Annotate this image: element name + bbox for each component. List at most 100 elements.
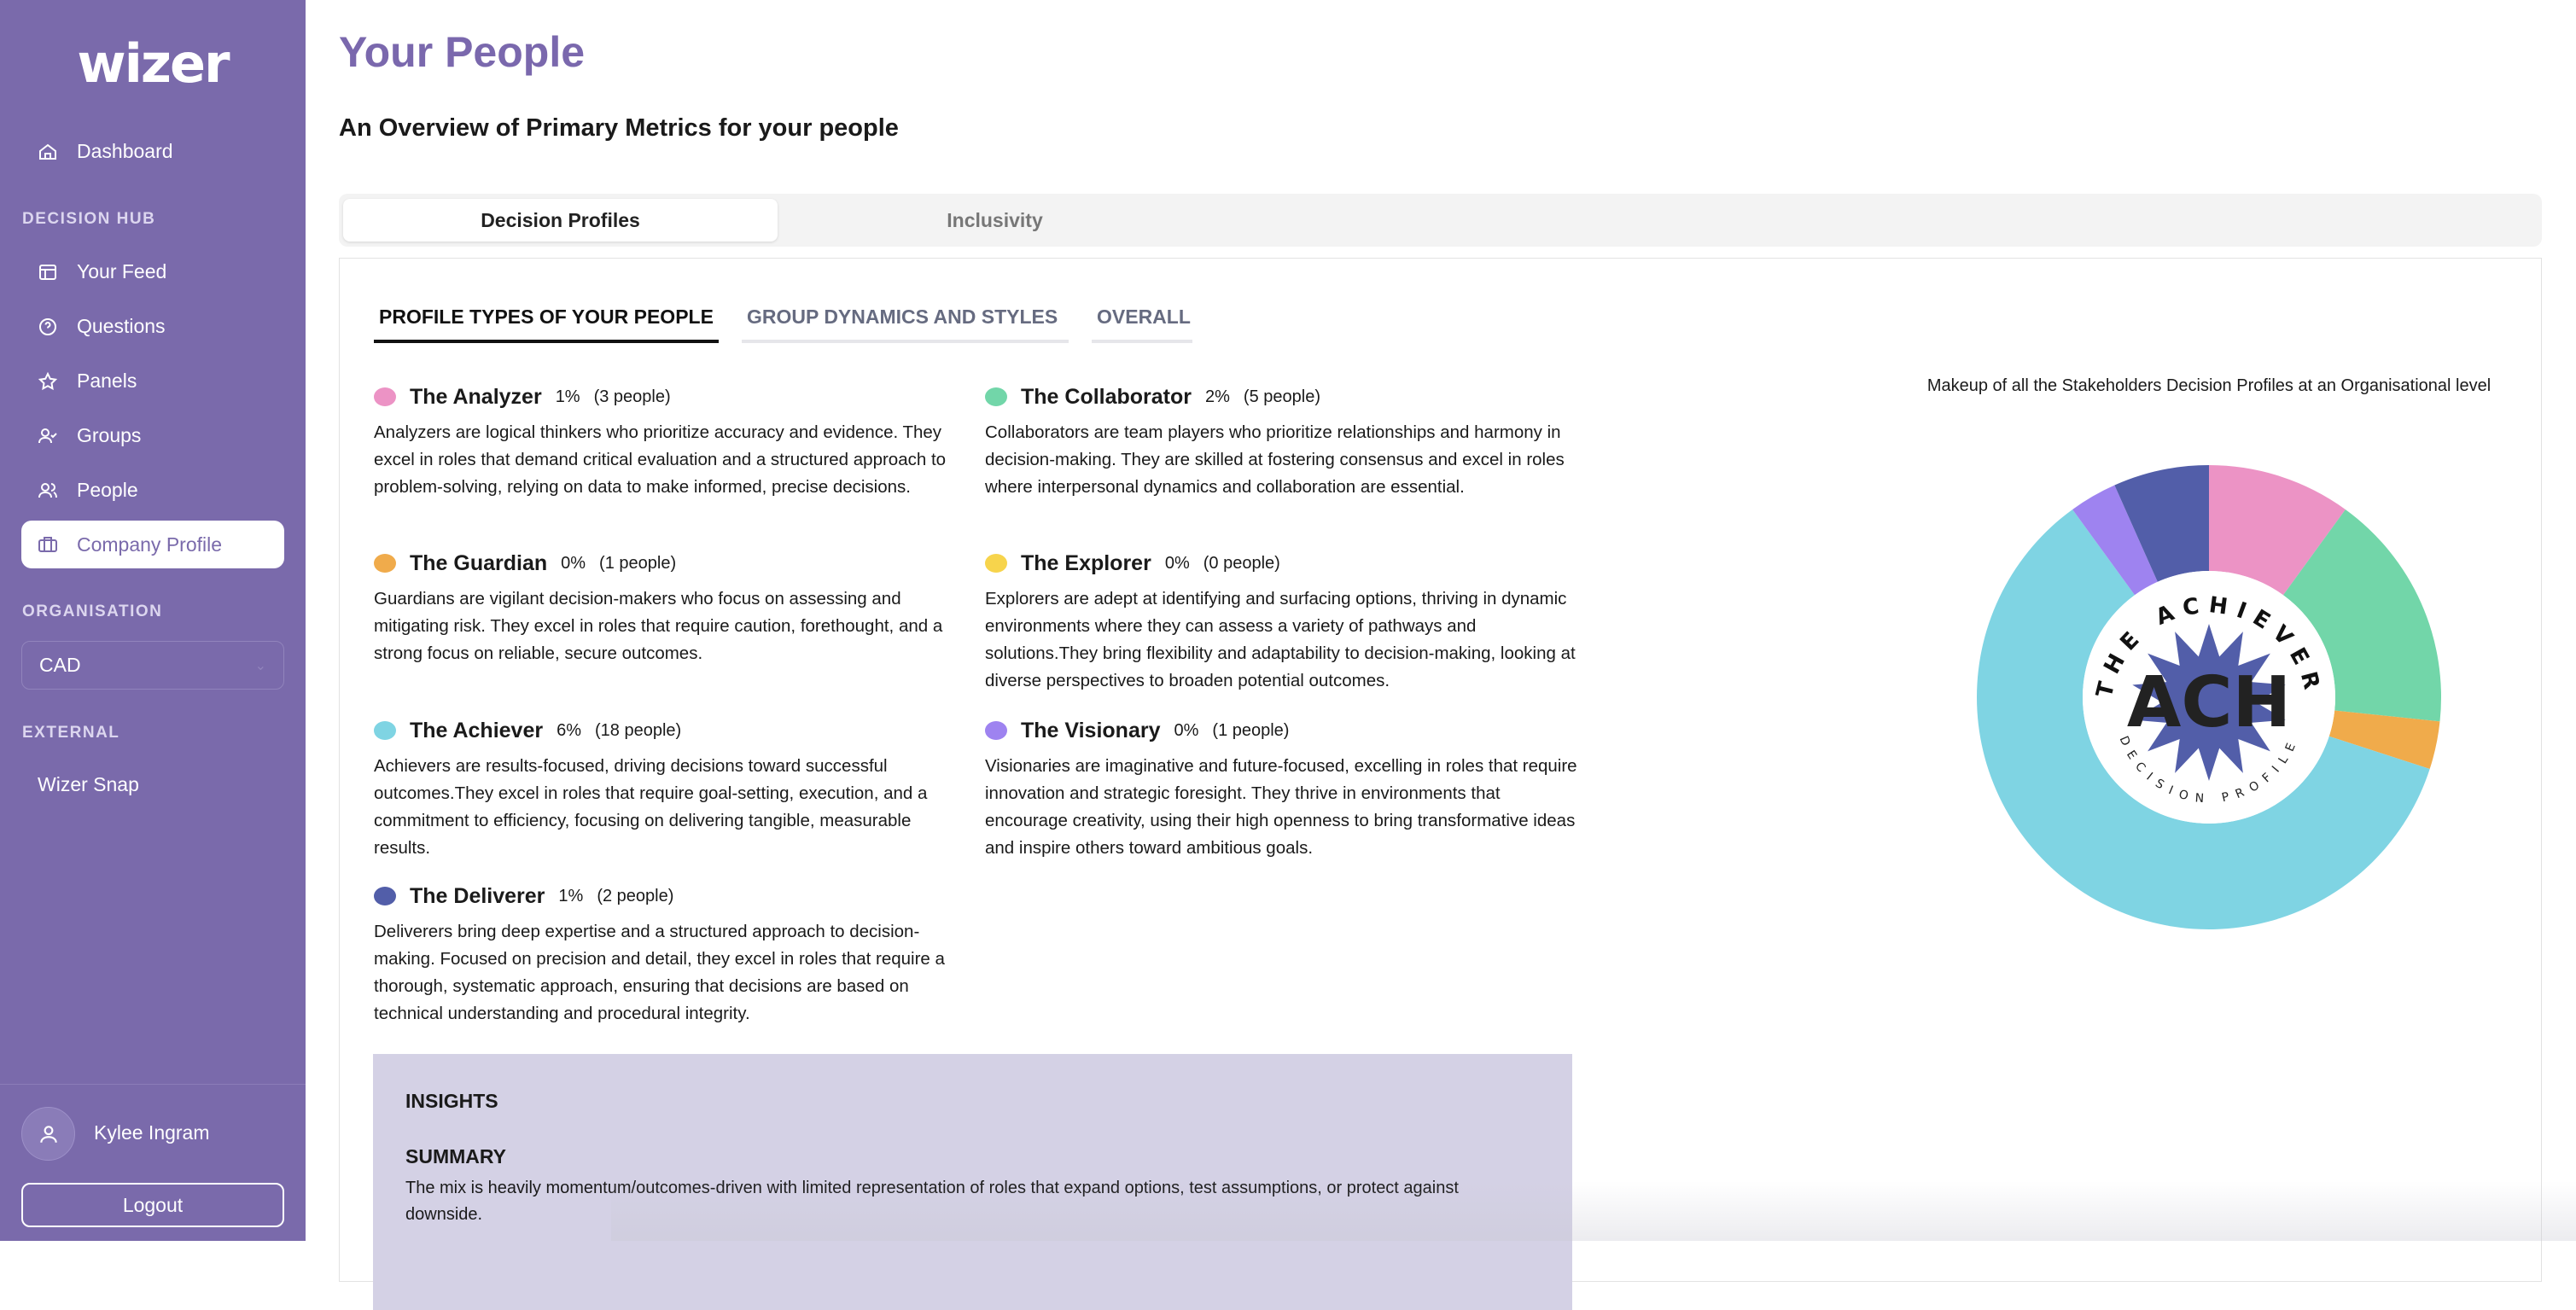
profile-name: The Guardian bbox=[410, 550, 548, 575]
tab-bar: Decision Profiles Inclusivity bbox=[339, 194, 2542, 247]
sidebar-item-label: Company Profile bbox=[77, 533, 223, 556]
profile-the-explorer: The Explorer 0% (0 people) Explorers are… bbox=[985, 550, 1582, 695]
question-icon bbox=[39, 317, 56, 335]
profile-percent: 1% bbox=[555, 387, 580, 406]
sidebar: wizer Dashboard DECISION HUB Your Feed Q… bbox=[0, 0, 306, 1241]
profile-percent: 0% bbox=[561, 553, 586, 573]
insights-heading: INSIGHTS bbox=[405, 1090, 498, 1112]
donut-slice-the-analyzer[interactable] bbox=[2209, 465, 2346, 596]
sidebar-item-dashboard[interactable]: Dashboard bbox=[38, 140, 173, 163]
donut-slice-the-guardian[interactable] bbox=[2328, 710, 2440, 770]
sidebar-item-company-profile[interactable]: Company Profile bbox=[21, 521, 284, 568]
sidebar-item-label: People bbox=[77, 479, 138, 501]
sidebar-item-your-feed[interactable]: Your Feed bbox=[38, 260, 166, 283]
profile-the-collaborator: The Collaborator 2% (5 people) Collabora… bbox=[985, 383, 1582, 501]
profile-name: The Analyzer bbox=[410, 384, 542, 409]
page-title: Your People bbox=[339, 28, 586, 76]
sidebar-item-label: Questions bbox=[77, 315, 166, 337]
briefcase-icon bbox=[38, 537, 57, 552]
profile-name: The Achiever bbox=[410, 718, 544, 742]
sidebar-item-label: Dashboard bbox=[77, 140, 173, 162]
chart-title: Makeup of all the Stakeholders Decision … bbox=[1926, 376, 2491, 395]
star-icon bbox=[38, 371, 58, 390]
profile-percent: 1% bbox=[558, 886, 584, 905]
sidebar-item-people[interactable]: People bbox=[38, 479, 138, 502]
subtab-overall[interactable]: OVERALL bbox=[1092, 306, 1192, 343]
profile-header: The Analyzer 1% (3 people) bbox=[374, 383, 971, 410]
badge-middle-text: ACH bbox=[2127, 662, 2291, 743]
profile-header: The Achiever 6% (18 people) bbox=[374, 717, 971, 744]
profile-color-dot bbox=[985, 387, 1007, 406]
profile-description: Achievers are results-focused, driving d… bbox=[374, 756, 928, 858]
profile-name: The Visionary bbox=[1021, 718, 1161, 742]
profile-header: The Guardian 0% (1 people) bbox=[374, 550, 971, 577]
user-name: Kylee Ingram bbox=[94, 1121, 210, 1144]
profile-description: Explorers are adept at identifying and s… bbox=[985, 589, 1576, 690]
profile-header: The Collaborator 2% (5 people) bbox=[985, 383, 1582, 410]
sidebar-item-groups[interactable]: Groups bbox=[38, 424, 141, 447]
profile-description: Analyzers are logical thinkers who prior… bbox=[374, 422, 947, 497]
tab-inclusivity[interactable]: Inclusivity bbox=[947, 208, 1043, 231]
donut-slice-the-collaborator[interactable] bbox=[2282, 509, 2441, 722]
donut-slice-the-visionary[interactable] bbox=[2072, 485, 2158, 596]
users-icon bbox=[38, 482, 57, 498]
section-organisation: ORGANISATION bbox=[22, 603, 163, 620]
profile-header: The Explorer 0% (0 people) bbox=[985, 550, 1582, 577]
logout-button[interactable]: Logout bbox=[21, 1183, 284, 1227]
profile-header: The Deliverer 1% (2 people) bbox=[374, 882, 971, 910]
decision-profile-donut-chart: THE ACHIEVER ACH DECISION PROFILE bbox=[1977, 465, 2441, 929]
profile-count: (5 people) bbox=[1243, 387, 1320, 406]
profile-percent: 0% bbox=[1174, 720, 1199, 740]
home-icon bbox=[39, 143, 56, 160]
profile-color-dot bbox=[374, 887, 396, 905]
user-icon bbox=[39, 1125, 57, 1143]
profile-percent: 6% bbox=[557, 720, 581, 740]
profile-description: Collaborators are team players who prior… bbox=[985, 422, 1565, 497]
profile-percent: 2% bbox=[1205, 387, 1230, 406]
sidebar-divider bbox=[0, 1084, 306, 1085]
profile-color-dot bbox=[374, 554, 396, 573]
sidebar-item-label: Your Feed bbox=[77, 260, 167, 282]
profile-description: Guardians are vigilant decision-makers w… bbox=[374, 589, 943, 663]
content-card: PROFILE TYPES OF YOUR PEOPLE GROUP DYNAM… bbox=[339, 258, 2542, 1310]
page-subtitle: An Overview of Primary Metrics for your … bbox=[339, 114, 899, 142]
profile-color-dot bbox=[374, 721, 396, 740]
starburst-icon bbox=[2132, 624, 2286, 781]
summary-text: The mix is heavily momentum/outcomes-dri… bbox=[405, 1179, 1459, 1224]
profile-color-dot bbox=[374, 387, 396, 406]
sidebar-item-label: Panels bbox=[77, 370, 137, 392]
section-decision-hub: DECISION HUB bbox=[22, 210, 156, 228]
tab-decision-profiles[interactable]: Decision Profiles bbox=[343, 199, 778, 242]
profile-header: The Visionary 0% (1 people) bbox=[985, 717, 1582, 744]
profile-count: (18 people) bbox=[595, 720, 682, 740]
profile-description: Deliverers bring deep expertise and a st… bbox=[374, 922, 945, 1023]
profile-the-analyzer: The Analyzer 1% (3 people) Analyzers are… bbox=[374, 383, 971, 501]
sidebar-item-label: Groups bbox=[77, 424, 142, 446]
sidebar-item-panels[interactable]: Panels bbox=[38, 370, 137, 393]
profile-percent: 0% bbox=[1164, 553, 1190, 573]
profile-count: (3 people) bbox=[593, 387, 671, 406]
profile-color-dot bbox=[985, 554, 1007, 573]
avatar[interactable] bbox=[21, 1107, 75, 1161]
sidebar-item-label: Wizer Snap bbox=[38, 773, 139, 795]
sidebar-item-questions[interactable]: Questions bbox=[38, 315, 166, 338]
insights-panel: INSIGHTS SUMMARY The mix is heavily mome… bbox=[373, 1054, 1572, 1310]
chevron-down-icon: ⌄ bbox=[254, 658, 266, 673]
organisation-value: CAD bbox=[39, 654, 81, 676]
organisation-select[interactable]: CAD ⌄ bbox=[21, 641, 284, 690]
donut-slice-the-achiever[interactable] bbox=[1977, 509, 2430, 929]
profile-count: (1 people) bbox=[1212, 720, 1290, 740]
section-external: EXTERNAL bbox=[22, 724, 120, 742]
profile-name: The Explorer bbox=[1021, 550, 1151, 575]
wizer-logo: wizer bbox=[77, 32, 230, 95]
donut-slice-the-deliverer[interactable] bbox=[2114, 465, 2209, 582]
profile-name: The Deliverer bbox=[410, 883, 545, 908]
profile-count: (1 people) bbox=[599, 553, 677, 573]
profile-the-visionary: The Visionary 0% (1 people) Visionaries … bbox=[985, 717, 1582, 862]
sidebar-item-wizer-snap[interactable]: Wizer Snap bbox=[38, 773, 139, 796]
profile-name: The Collaborator bbox=[1021, 384, 1192, 409]
profile-color-dot bbox=[985, 721, 1007, 740]
profile-description: Visionaries are imaginative and future-f… bbox=[985, 756, 1577, 858]
subtab-profile-types[interactable]: PROFILE TYPES OF YOUR PEOPLE bbox=[374, 306, 719, 343]
subtab-group-dynamics[interactable]: GROUP DYNAMICS AND STYLES bbox=[742, 306, 1069, 343]
